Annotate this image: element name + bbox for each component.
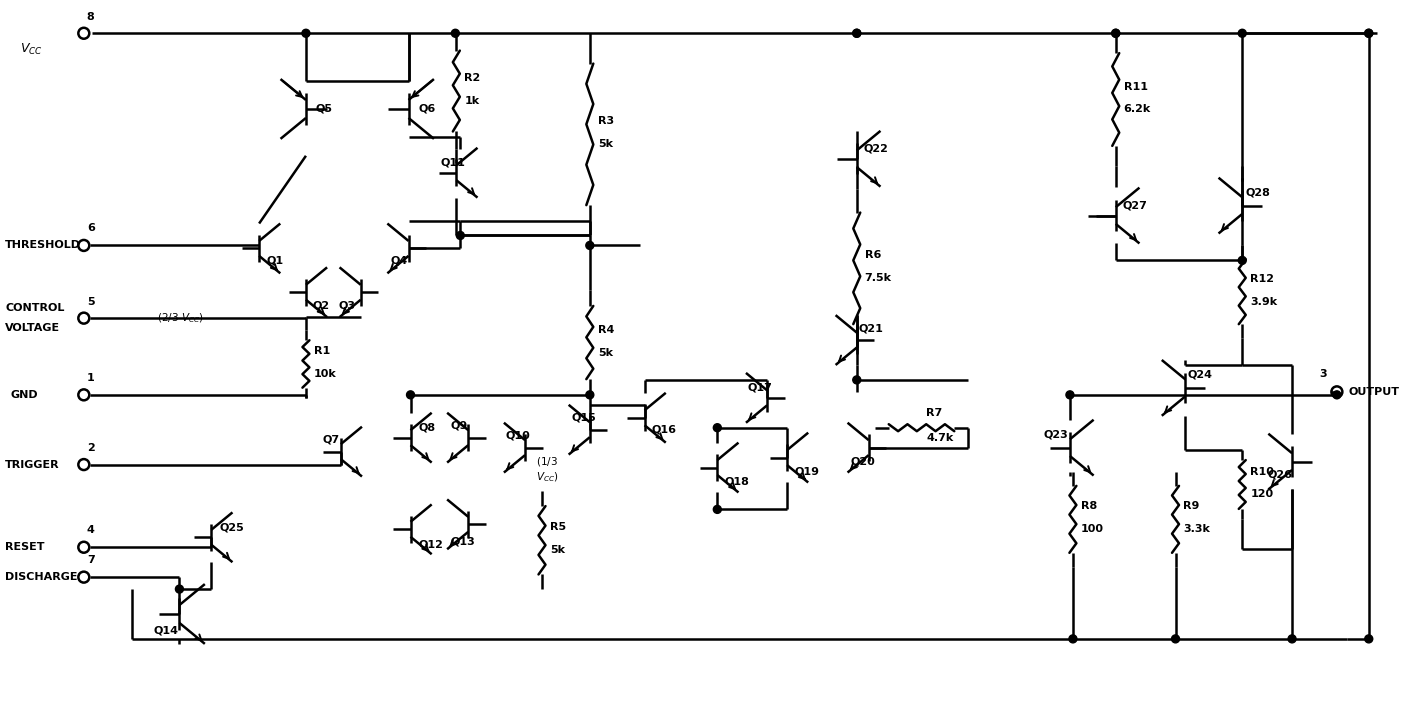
Circle shape xyxy=(1066,391,1075,399)
Circle shape xyxy=(853,29,861,38)
Text: THRESHOLD: THRESHOLD xyxy=(6,240,80,250)
Text: R12: R12 xyxy=(1250,274,1274,284)
Text: $(2/3\ V_{CC})$: $(2/3\ V_{CC})$ xyxy=(157,311,203,325)
Circle shape xyxy=(1333,391,1341,399)
Text: R1: R1 xyxy=(313,346,330,356)
Circle shape xyxy=(853,29,861,38)
Text: R4: R4 xyxy=(597,325,614,335)
Circle shape xyxy=(586,391,594,399)
Text: R7: R7 xyxy=(926,408,943,418)
Text: $V_{CC}$: $V_{CC}$ xyxy=(20,42,42,57)
Circle shape xyxy=(407,391,415,399)
Text: R2: R2 xyxy=(465,73,480,83)
Text: R6: R6 xyxy=(864,250,881,260)
Circle shape xyxy=(452,29,459,38)
Text: 3: 3 xyxy=(1319,369,1327,379)
Circle shape xyxy=(713,424,722,432)
Text: Q1: Q1 xyxy=(265,255,284,265)
Circle shape xyxy=(853,376,861,384)
Text: 120: 120 xyxy=(1250,489,1274,499)
Circle shape xyxy=(1238,29,1247,38)
Text: 5k: 5k xyxy=(551,545,565,555)
Text: R11: R11 xyxy=(1124,82,1148,91)
Text: 7: 7 xyxy=(86,555,95,565)
Circle shape xyxy=(713,506,722,513)
Text: Q8: Q8 xyxy=(418,423,436,432)
Text: GND: GND xyxy=(10,390,38,400)
Text: 3.9k: 3.9k xyxy=(1250,297,1278,307)
Text: 4.7k: 4.7k xyxy=(926,432,953,442)
Circle shape xyxy=(1365,29,1372,38)
Text: 8: 8 xyxy=(86,12,95,22)
Circle shape xyxy=(302,29,309,38)
Text: 100: 100 xyxy=(1082,525,1104,535)
Text: Q27: Q27 xyxy=(1123,201,1148,211)
Text: $(1/3$: $(1/3$ xyxy=(537,455,558,468)
Text: Q18: Q18 xyxy=(724,476,750,486)
Text: Q14: Q14 xyxy=(154,626,178,636)
Circle shape xyxy=(1238,257,1247,264)
Text: Q2: Q2 xyxy=(313,300,330,311)
Text: RESET: RESET xyxy=(6,542,45,552)
Text: Q11: Q11 xyxy=(441,158,466,168)
Text: Q6: Q6 xyxy=(418,104,436,114)
Text: 5: 5 xyxy=(86,297,95,307)
Circle shape xyxy=(1111,29,1120,38)
Text: 6.2k: 6.2k xyxy=(1124,104,1151,114)
Text: 2: 2 xyxy=(86,442,95,452)
Circle shape xyxy=(175,585,184,593)
Text: Q22: Q22 xyxy=(864,144,888,154)
Text: Q5: Q5 xyxy=(316,104,333,114)
Text: VOLTAGE: VOLTAGE xyxy=(6,323,61,333)
Circle shape xyxy=(1365,29,1372,38)
Text: Q19: Q19 xyxy=(794,467,819,476)
Text: 10k: 10k xyxy=(313,369,336,379)
Circle shape xyxy=(456,231,465,240)
Text: Q25: Q25 xyxy=(219,523,244,532)
Text: 5k: 5k xyxy=(597,140,613,150)
Text: OUTPUT: OUTPUT xyxy=(1348,387,1399,397)
Text: Q13: Q13 xyxy=(450,536,474,546)
Circle shape xyxy=(1172,635,1179,643)
Text: Q26: Q26 xyxy=(1267,469,1292,479)
Text: CONTROL: CONTROL xyxy=(6,303,65,313)
Text: 6: 6 xyxy=(86,223,95,233)
Text: 3.3k: 3.3k xyxy=(1183,525,1210,535)
Text: TRIGGER: TRIGGER xyxy=(6,459,59,469)
Text: DISCHARGE: DISCHARGE xyxy=(6,572,78,582)
Circle shape xyxy=(1069,635,1077,643)
Text: Q7: Q7 xyxy=(323,435,340,445)
Circle shape xyxy=(1111,29,1120,38)
Circle shape xyxy=(1365,635,1372,643)
Text: Q16: Q16 xyxy=(651,425,676,435)
Text: Q4: Q4 xyxy=(391,255,408,265)
Text: R9: R9 xyxy=(1183,501,1200,511)
Text: Q24: Q24 xyxy=(1187,370,1213,380)
Text: Q3: Q3 xyxy=(339,300,356,311)
Circle shape xyxy=(586,242,594,250)
Text: 4: 4 xyxy=(86,525,95,535)
Text: R3: R3 xyxy=(597,116,614,126)
Text: $V_{CC})$: $V_{CC})$ xyxy=(537,471,559,484)
Text: Q15: Q15 xyxy=(572,413,597,423)
Text: Q10: Q10 xyxy=(505,430,530,441)
Text: Q23: Q23 xyxy=(1043,430,1067,440)
Text: Q28: Q28 xyxy=(1245,188,1271,198)
Text: R8: R8 xyxy=(1082,501,1097,511)
Text: 7.5k: 7.5k xyxy=(864,273,892,284)
Text: Q17: Q17 xyxy=(747,383,772,393)
Text: 5k: 5k xyxy=(597,347,613,357)
Text: Q12: Q12 xyxy=(418,540,443,549)
Text: R10: R10 xyxy=(1250,467,1274,476)
Circle shape xyxy=(1288,635,1296,643)
Text: 1: 1 xyxy=(86,373,95,383)
Text: 1k: 1k xyxy=(465,96,480,106)
Text: R5: R5 xyxy=(551,523,566,532)
Text: Q20: Q20 xyxy=(851,457,875,467)
Text: Q21: Q21 xyxy=(858,323,884,333)
Text: Q9: Q9 xyxy=(450,420,467,431)
